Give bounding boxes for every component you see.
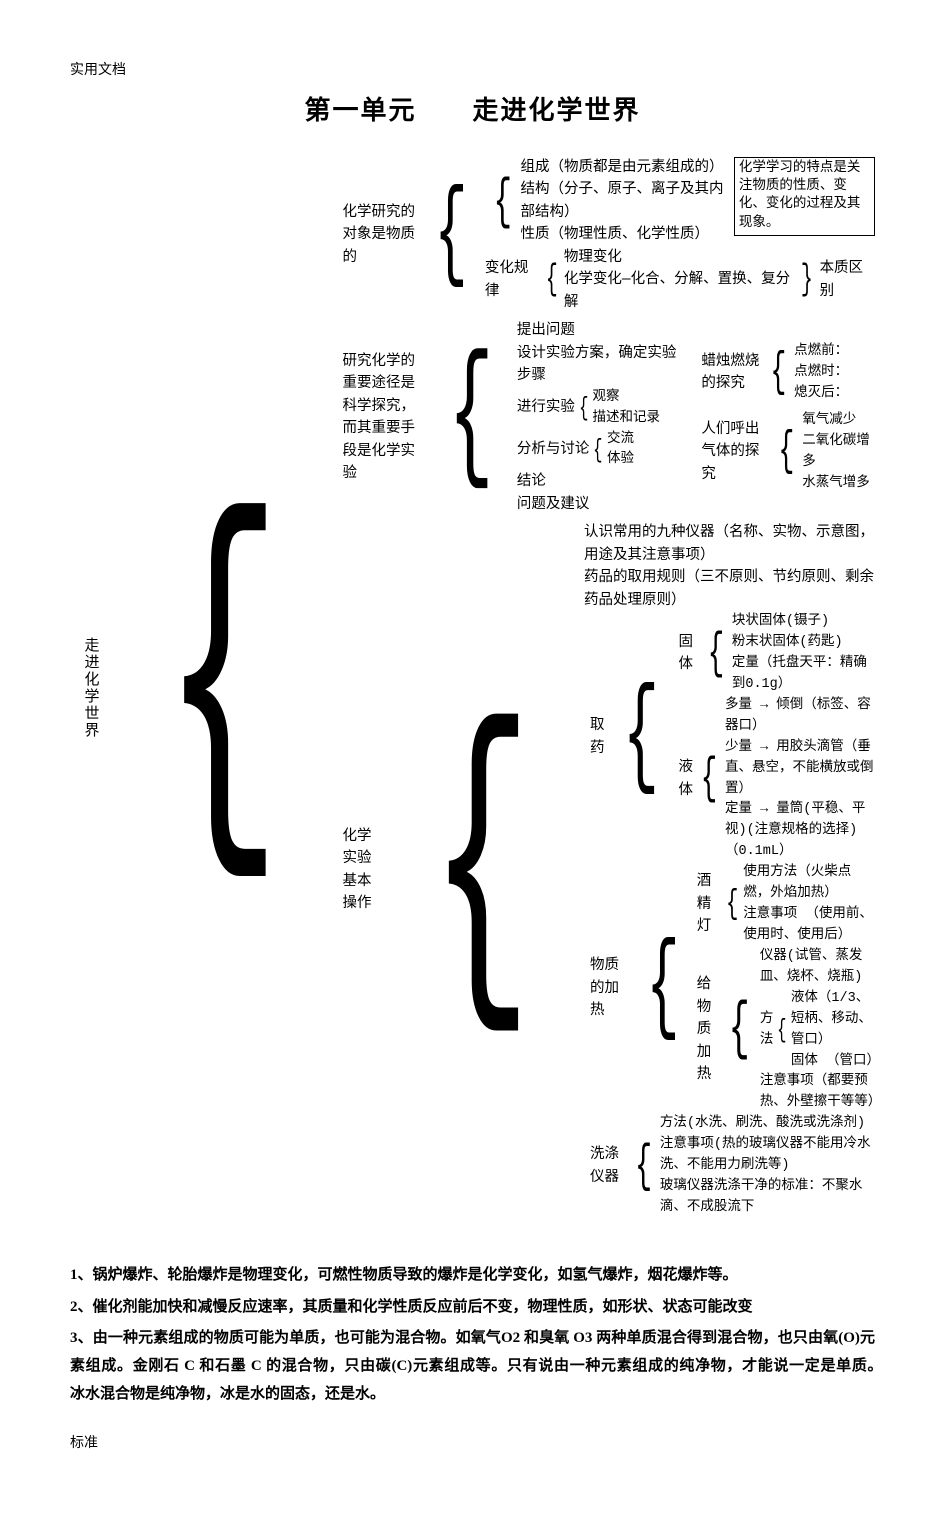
s1-b-tail: 本质区别 xyxy=(820,258,875,303)
s1-a2: 结构（分子、原子、离子及其内部结构） xyxy=(520,179,727,224)
section3-label: 化学实验基本操作 xyxy=(343,826,378,916)
brace-icon: { xyxy=(778,445,795,459)
brace-icon: } xyxy=(800,275,814,286)
s3-d1: 方法(水洗、刷洗、酸洗或洗涤剂) xyxy=(660,1114,875,1135)
s2-a3-2: 描述和记录 xyxy=(593,409,661,430)
brace-icon: { xyxy=(770,366,787,380)
s2-a4-2: 体验 xyxy=(607,450,634,471)
note-1: 1、锅炉爆炸、轮胎爆炸是物理变化，可燃性物质导致的爆炸是化学变化，如氢气爆炸，烟… xyxy=(70,1262,875,1290)
s2-a3-label: 进行实验 xyxy=(517,397,575,419)
brace-icon: { xyxy=(623,720,660,756)
s2-r1-3: 熄灭后： xyxy=(794,384,848,405)
s1-b1: 物理变化 xyxy=(564,247,794,269)
brace-icon: { xyxy=(700,772,718,787)
s2-r2-1: 氧气减少 xyxy=(802,411,875,432)
s3-solid-label: 固体 xyxy=(678,632,699,677)
s2-a4-label: 分析与讨论 xyxy=(517,439,590,461)
page-title: 第一单元 走进化学世界 xyxy=(70,91,875,130)
s2-r1-1: 点燃前： xyxy=(794,342,848,363)
brace-icon: { xyxy=(725,900,738,910)
s3-bl1: 多量 → 倾倒（标签、容器口） xyxy=(725,696,875,738)
s3-lamp-label: 酒精灯 xyxy=(697,871,721,938)
s3-h1: 仪器(试管、蒸发皿、烧杯、烧瓶) xyxy=(760,947,875,989)
s3-bl3: 定量 → 量筒(平稳、平视)(注意规格的选择)（0.1mL） xyxy=(725,800,875,863)
s3-heat-label: 给物质加热 xyxy=(697,974,720,1086)
s1-b2: 化学变化—化合、分解、置换、复分解 xyxy=(564,269,794,314)
s3-a1: 认识常用的九种仪器（名称、实物、示意图，用途及其注意事项） xyxy=(584,522,875,567)
brace-icon: { xyxy=(593,447,604,455)
concept-tree: 走进化学世界 { 化学研究的对象是物质的 { { 组成（物质都是由元素组成的） … xyxy=(78,154,875,1222)
brace-icon: { xyxy=(429,820,532,922)
s3-bs2: 粉末状固体(药匙) xyxy=(732,633,875,654)
s2-a5: 结论 xyxy=(517,471,689,493)
s2-a6: 问题及建议 xyxy=(517,494,689,516)
brace-icon: { xyxy=(546,275,559,286)
s3-bl2: 少量 → 用胶头滴管（垂直、悬空，不能横放或倒置） xyxy=(725,738,875,801)
s3-h3: 注意事项（都要预热、外壁擦干等等） xyxy=(760,1072,875,1114)
s3-d2: 注意事项(热的玻璃仪器不能用冷水洗、不能用力刷洗等) xyxy=(660,1135,875,1177)
s3-bs3: 定量（托盘天平：精确到0.1g） xyxy=(732,654,875,696)
brace-icon: { xyxy=(493,194,513,211)
s3-d3: 玻璃仪器洗涤干净的标准：不聚水滴、不成股流下 xyxy=(660,1177,875,1219)
s3-d-label: 洗涤仪器 xyxy=(590,1144,627,1189)
s3-c-label: 物质的加热 xyxy=(590,955,629,1022)
note-3: 3、由一种元素组成的物质可能为单质，也可能为混合物。如氧气O2 和臭氧 O3 两… xyxy=(70,1325,875,1408)
section1-label: 化学研究的对象是物质的 xyxy=(343,202,417,269)
notes-block: 1、锅炉爆炸、轮胎爆炸是物理变化，可燃性物质导致的爆炸是化学变化，如氢气爆炸，烟… xyxy=(70,1262,875,1409)
s3-lamp1: 使用方法（火柴点燃，外焰加热） xyxy=(743,863,875,905)
brace-icon: { xyxy=(434,219,468,252)
brace-icon: { xyxy=(634,1159,652,1175)
s3-a2: 药品的取用规则（三不原则、节约原则、剩余药品处理原则） xyxy=(584,567,875,612)
s2-a1: 提出问题 xyxy=(517,320,689,342)
brace-icon: { xyxy=(161,628,282,748)
brace-icon: { xyxy=(707,647,725,662)
s1-b-label: 变化规律 xyxy=(485,258,540,303)
s3-liquid-label: 液体 xyxy=(678,757,693,802)
s2-a3-1: 观察 xyxy=(593,388,661,409)
s3-h2-2: 固体 （管口） xyxy=(791,1052,875,1073)
doc-header: 实用文档 xyxy=(70,60,875,81)
root-label: 走进化学世界 xyxy=(78,637,101,739)
brace-icon: { xyxy=(646,972,680,1005)
brace-icon: { xyxy=(578,405,589,413)
s1-a3: 性质（物理性质、化学性质） xyxy=(520,224,727,246)
note-2: 2、催化剂能加快和减慢反应速率，其质量和化学性质反应前后不变，物理性质，如形状、… xyxy=(70,1294,875,1322)
doc-footer: 标准 xyxy=(70,1433,875,1454)
section2-label: 研究化学的重要途径是科学探究，而其重要手段是化学实验 xyxy=(343,351,425,486)
s2-r2-3: 水蒸气增多 xyxy=(802,474,875,495)
s3-b-label: 取药 xyxy=(590,715,605,760)
brace-icon: { xyxy=(728,1021,750,1040)
s1-a1: 组成（物质都是由元素组成的） xyxy=(520,157,727,179)
s2-r2-2: 二氧化碳增多 xyxy=(802,432,875,474)
s3-h2-label: 方法 xyxy=(760,1010,774,1052)
s2-a2: 设计实验方案，确定实验步骤 xyxy=(517,343,689,388)
s2-r2-label: 人们呼出气体的探究 xyxy=(701,419,771,486)
s3-h2-1: 液体（1/3、短柄、移动、管口） xyxy=(791,989,875,1052)
s2-a4-1: 交流 xyxy=(607,430,634,451)
s3-bs1: 块状固体(镊子) xyxy=(732,612,875,633)
brace-icon: { xyxy=(448,396,494,441)
s2-r1-2: 点燃时： xyxy=(794,363,848,384)
s2-r1-label: 蜡烛燃烧的探究 xyxy=(701,351,763,396)
s3-lamp2: 注意事项 （使用前、使用时、使用后） xyxy=(743,905,875,947)
callout-box: 化学学习的特点是关注物质的性质、变化、变化的过程及其现象。 xyxy=(734,157,875,236)
brace-icon: { xyxy=(777,1027,788,1035)
